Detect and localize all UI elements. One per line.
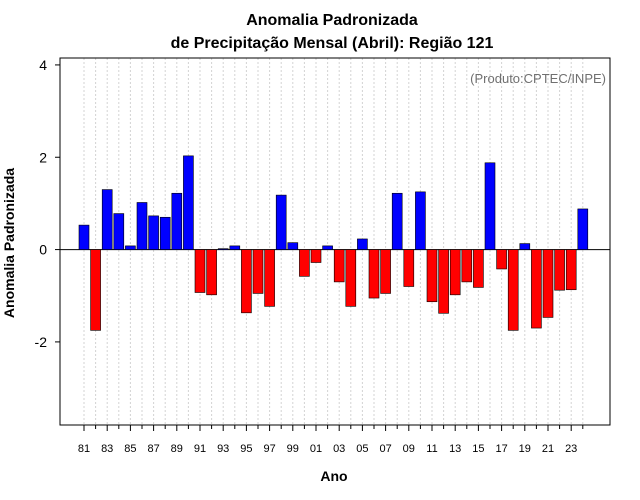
x-tick-label: 87 [147,443,159,455]
bar-83 [101,189,113,250]
x-tick-label: 81 [78,443,90,455]
y-axis: -2 0 2 4 [35,57,60,350]
bar-08 [391,192,403,250]
x-tick-label: 95 [240,443,252,455]
bar-95 [241,249,252,314]
bar-86 [136,202,148,250]
chart-title-line2: de Precipitação Mensal (Abril): Região 1… [171,35,494,52]
y-tick-label: 4 [39,57,47,73]
x-tick-label: 85 [124,443,136,455]
bar-98 [275,194,287,250]
bar-12 [438,249,449,314]
bar-82 [90,249,101,331]
bar-13 [449,249,461,296]
bar-00 [299,249,310,277]
bar-09 [403,249,415,287]
grid-lines [83,58,584,425]
credit-label: (Produto:CPTEC/INPE) [470,71,606,86]
x-tick-label: 05 [356,443,368,455]
bar-20 [531,249,542,329]
bar-16 [484,162,496,250]
bar-01 [310,249,322,263]
bar-02 [322,245,333,250]
bar-21 [542,249,554,318]
bar-10 [415,191,426,250]
x-axis-title: Ano [320,468,347,484]
x-tick-label: 83 [101,443,113,455]
x-tick-label: 11 [426,443,437,455]
bar-15 [473,249,484,288]
bar-96 [252,249,264,294]
x-tick-label: 17 [495,443,507,455]
bar-85 [125,245,136,250]
bar-84 [113,213,125,250]
x-tick-label: 93 [217,443,229,455]
x-tick-label: 99 [287,443,299,455]
bar-81 [78,224,90,250]
x-tick-label: 13 [449,443,461,455]
x-tick-label: 21 [542,443,554,455]
bar-94 [229,245,241,250]
x-tick-label: 91 [194,443,206,455]
bar-99 [287,242,299,250]
y-axis-title: Anomalia Padronizada [1,168,17,318]
bars [78,155,589,331]
x-tick-label: 23 [565,443,577,455]
y-tick-label: 0 [39,242,47,258]
x-tick-label: 09 [403,443,415,455]
bar-05 [357,238,368,250]
x-tick-label: 15 [472,443,484,455]
y-tick-label: 2 [39,149,47,165]
bar-90 [183,155,194,250]
bar-06 [368,249,380,299]
bar-23 [565,249,577,291]
bar-88 [159,216,171,250]
y-tick-label: -2 [35,334,48,350]
bar-11 [426,249,438,303]
bar-19 [519,243,531,250]
bar-24 [577,208,589,250]
x-tick-label: 01 [310,443,322,455]
bar-17 [496,249,507,270]
plot-frame [59,57,611,426]
bar-93 [217,248,229,250]
bar-92 [206,249,217,296]
x-axis: 81 83 85 87 89 91 93 95 97 99 01 03 05 07 09 11 13 15 17 19… [78,425,584,455]
x-tick-label: 19 [519,443,531,455]
bar-97 [264,249,275,307]
x-tick-label: 89 [171,443,183,455]
bar-22 [554,249,565,291]
bar-03 [333,249,345,283]
x-tick-label: 03 [333,443,345,455]
bar-07 [380,249,391,294]
bar-18 [507,249,519,331]
bar-04 [345,249,357,307]
bar-87 [148,215,159,250]
bar-14 [461,249,473,283]
bar-91 [194,249,206,293]
x-tick-label: 97 [263,443,275,455]
x-tick-label: 07 [379,443,391,455]
chart-title-line1: Anomalia Padronizada [246,12,418,29]
bar-89 [171,192,183,250]
